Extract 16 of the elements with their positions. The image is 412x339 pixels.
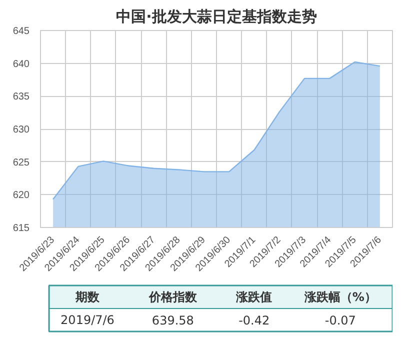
text: 涨跌幅（%） [303, 290, 376, 304]
y-tick-label: 635 [12, 92, 30, 103]
y-tick-label: 630 [12, 124, 30, 136]
chart-title: 中国·批发大蒜日定基指数走势 [116, 8, 317, 26]
y-tick-label: 620 [12, 190, 30, 202]
text: 2019/7/6 [60, 313, 114, 327]
text: 639.58 [152, 314, 194, 328]
text: 期数 [74, 290, 100, 304]
text: 涨跌值 [235, 290, 272, 304]
y-tick-label: 645 [12, 26, 30, 37]
y-tick-label: 625 [12, 157, 30, 168]
y-tick-label: 615 [12, 223, 30, 234]
text: -0.42 [238, 314, 270, 328]
y-tick-label: 640 [12, 58, 30, 70]
text: 价格指数 [148, 290, 198, 304]
text: -0.07 [324, 314, 356, 328]
